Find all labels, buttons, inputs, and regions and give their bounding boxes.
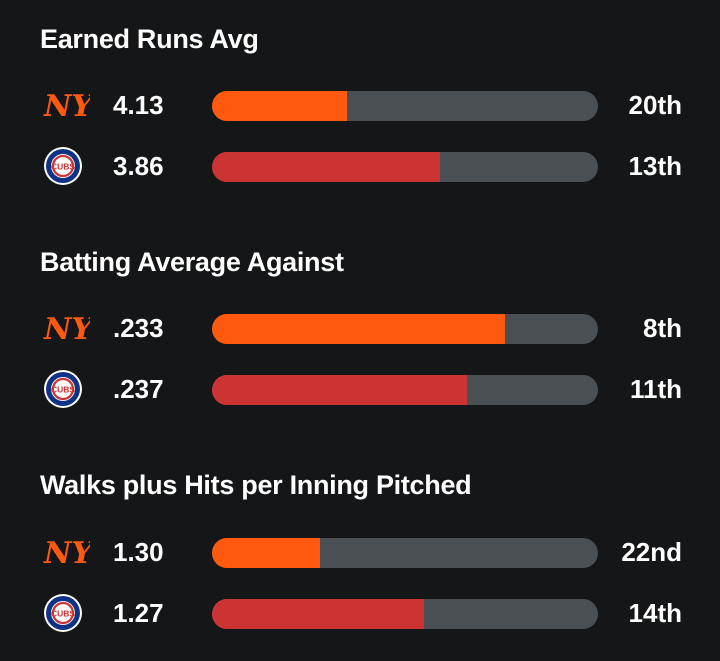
mets-logo-icon: NY xyxy=(38,85,90,125)
stat-row-cubs: CUBS .237 11th xyxy=(0,369,720,409)
stat-value: 1.27 xyxy=(113,598,164,628)
stat-bar-fill xyxy=(212,599,425,629)
stat-bar-track xyxy=(212,91,598,121)
mets-logo-text: NY xyxy=(43,312,90,347)
cubs-logo-text: CUBS xyxy=(51,162,75,172)
section-title: Earned Runs Avg xyxy=(40,24,259,54)
section-title: Batting Average Against xyxy=(40,247,344,277)
stat-row-cubs: CUBS 1.27 14th xyxy=(0,593,720,633)
stat-bar-track xyxy=(212,538,598,568)
stat-bar-fill xyxy=(212,152,440,182)
stat-bar-track xyxy=(212,599,598,629)
stat-value: .233 xyxy=(113,313,164,343)
cubs-logo-icon: CUBS xyxy=(38,593,90,633)
stat-row-mets: NY 4.13 20th xyxy=(0,85,720,125)
stat-bar-track xyxy=(212,152,598,182)
league-rank: 8th xyxy=(643,313,682,343)
stat-bar-track xyxy=(212,375,598,405)
stat-value: 4.13 xyxy=(113,90,164,120)
mets-logo-text: NY xyxy=(43,536,90,571)
stat-bar-track xyxy=(212,314,598,344)
mets-logo-icon: NY xyxy=(38,532,90,572)
league-rank: 20th xyxy=(628,90,682,120)
mets-logo-text: NY xyxy=(43,89,90,124)
league-rank: 22nd xyxy=(621,537,682,567)
stat-bar-fill xyxy=(212,91,348,121)
stat-row-mets: NY 1.30 22nd xyxy=(0,532,720,572)
stat-bar-fill xyxy=(212,375,467,405)
stat-value: 3.86 xyxy=(113,151,164,181)
stat-bar-fill xyxy=(212,314,506,344)
stat-value: .237 xyxy=(113,374,164,404)
cubs-logo-text: CUBS xyxy=(51,385,75,395)
cubs-logo-icon: CUBS xyxy=(38,146,90,186)
cubs-logo-icon: CUBS xyxy=(38,369,90,409)
cubs-logo-text: CUBS xyxy=(51,609,75,619)
stat-row-mets: NY .233 8th xyxy=(0,308,720,348)
league-rank: 13th xyxy=(628,151,682,181)
stat-bar-fill xyxy=(212,538,321,568)
stat-row-cubs: CUBS 3.86 13th xyxy=(0,146,720,186)
league-rank: 11th xyxy=(629,374,682,404)
mets-logo-icon: NY xyxy=(38,308,90,348)
league-rank: 14th xyxy=(628,598,682,628)
section-title: Walks plus Hits per Inning Pitched xyxy=(40,470,472,500)
stat-value: 1.30 xyxy=(113,537,164,567)
